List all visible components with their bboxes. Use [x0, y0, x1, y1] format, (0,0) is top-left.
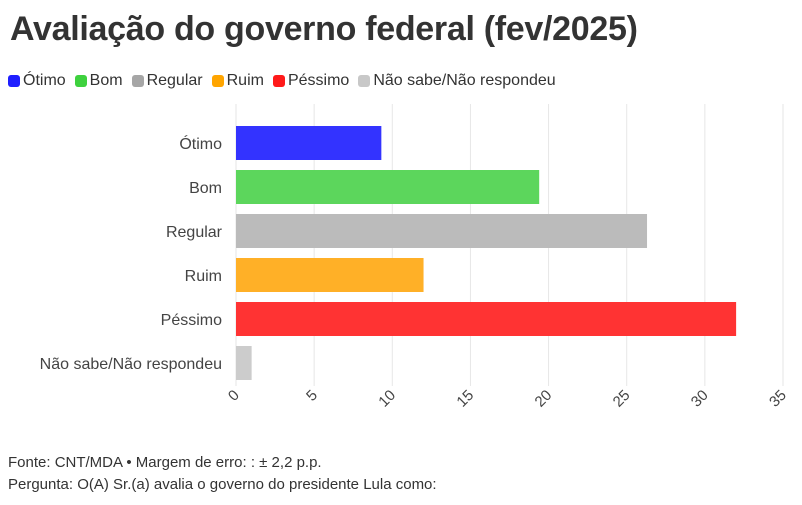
legend-swatch	[358, 75, 371, 87]
category-label: Ótimo	[179, 134, 222, 153]
bar[interactable]	[236, 214, 648, 248]
category-label: Ruim	[185, 268, 222, 285]
x-tick-label: 25	[610, 387, 634, 411]
category-label: Regular	[166, 224, 223, 241]
footer: Fonte: CNT/MDA • Margem de erro: : ± 2,2…	[8, 452, 437, 496]
category-label: Bom	[189, 180, 222, 197]
x-tick-label: 10	[375, 387, 399, 411]
bar[interactable]	[236, 346, 252, 380]
x-tick-label: 15	[453, 387, 477, 411]
legend-swatch	[131, 75, 144, 87]
legend-label: Ruim	[226, 72, 264, 89]
category-label: Não sabe/Não respondeu	[40, 356, 222, 373]
x-tick-label: 30	[688, 387, 712, 411]
legend-swatch	[272, 75, 285, 87]
bar[interactable]	[236, 258, 424, 292]
legend-item[interactable]: Ótimo	[8, 72, 66, 90]
legend-label: Péssimo	[287, 72, 350, 89]
legend-swatch	[74, 75, 87, 87]
bar[interactable]	[236, 302, 737, 336]
legend-item[interactable]: Péssimo	[272, 72, 350, 90]
legend-item[interactable]: Bom	[74, 72, 123, 90]
x-tick-label: 5	[303, 387, 321, 405]
x-tick-label: 0	[225, 387, 243, 405]
legend-swatch	[211, 75, 224, 87]
source-note: Fonte: CNT/MDA • Margem de erro: : ± 2,2…	[8, 454, 322, 471]
question-note: Pergunta: O(A) Sr.(a) avalia o governo d…	[8, 476, 437, 493]
x-tick-label: 35	[766, 387, 790, 411]
legend-label: Bom	[89, 72, 123, 89]
legend-item[interactable]: Não sabe/Não respondeu	[358, 72, 556, 90]
legend-label: Ótimo	[23, 72, 66, 89]
legend-label: Não sabe/Não respondeu	[373, 72, 556, 89]
legend-item[interactable]: Regular	[131, 72, 203, 90]
legend-swatch	[8, 75, 20, 87]
category-label: Péssimo	[161, 312, 222, 329]
bar-chart: Ótimo Bom Regular Ruim Péssimo Não sabe/Não r…	[40, 104, 790, 411]
legend: Ótimo Bom Regular Ruim Péssimo Não sabe/Não r…	[8, 72, 565, 90]
legend-label: Regular	[146, 72, 203, 89]
bar[interactable]	[236, 126, 382, 160]
chart-title: Avaliação do governo federal (fev/2025)	[10, 10, 638, 48]
legend-item[interactable]: Ruim	[211, 72, 264, 90]
x-tick-label: 20	[532, 387, 556, 411]
bar[interactable]	[236, 170, 540, 204]
